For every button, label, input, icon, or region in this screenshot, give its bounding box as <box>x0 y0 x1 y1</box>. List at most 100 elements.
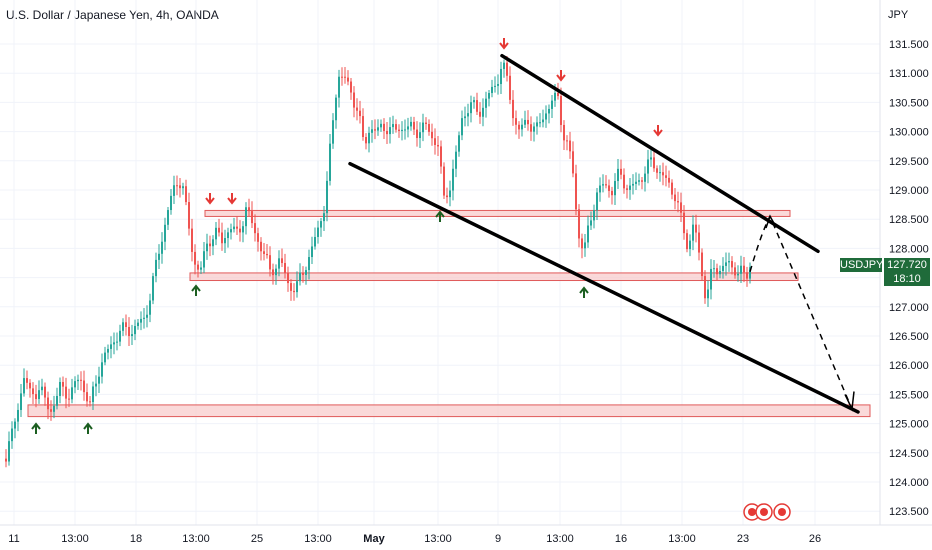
candle-body <box>593 210 595 221</box>
candle-body <box>608 185 610 191</box>
candles <box>5 55 751 468</box>
candle-body <box>389 127 391 135</box>
candle-body <box>368 132 370 144</box>
candle-body <box>683 212 685 234</box>
candle-body <box>725 262 727 266</box>
candle-body <box>518 124 520 130</box>
candle-body <box>437 144 439 147</box>
candle-body <box>167 210 169 225</box>
candle-body <box>326 180 328 214</box>
candle-body <box>323 213 325 222</box>
price-tick-label: 129.500 <box>889 156 929 168</box>
candle-body <box>89 401 91 403</box>
candle-body <box>473 100 475 103</box>
last-price-box: 127.720 18:10 <box>884 258 930 286</box>
candle-body <box>704 276 706 299</box>
resistance-arrow <box>205 193 215 205</box>
candle-body <box>233 226 235 230</box>
resistance-arrow <box>227 193 237 205</box>
candle-body <box>734 267 736 276</box>
candle-body <box>245 207 247 227</box>
candle-body <box>164 224 166 242</box>
candle-body <box>701 252 703 277</box>
candle-body <box>362 116 364 138</box>
candle-body <box>515 118 517 125</box>
candle-body <box>254 223 256 234</box>
trend-lines <box>348 53 860 414</box>
candle-body <box>719 270 721 275</box>
time-tick-label: 11 <box>8 533 19 545</box>
candle-body <box>209 243 211 247</box>
candle-body <box>671 182 673 195</box>
candle-body <box>569 140 571 152</box>
candle-body <box>605 184 607 186</box>
candle-body <box>485 98 487 108</box>
candle-body <box>299 272 301 282</box>
time-tick-label: 16 <box>615 533 627 545</box>
candle-body <box>296 281 298 293</box>
price-tick-label: 125.500 <box>889 389 929 401</box>
candle-body <box>545 113 547 120</box>
candle-body <box>548 108 550 114</box>
candle-body <box>119 330 121 342</box>
price-tick-label: 129.000 <box>889 185 929 197</box>
candle-body <box>647 159 649 174</box>
candle-body <box>104 352 106 363</box>
support-zones <box>27 209 871 418</box>
candle-body <box>320 221 322 228</box>
candle-body <box>278 258 280 269</box>
candle-body <box>491 86 493 94</box>
candle-body <box>650 157 652 160</box>
candle-body <box>314 236 316 247</box>
time-tick-label: 26 <box>809 533 821 545</box>
candle-body <box>251 211 253 224</box>
candle-body <box>116 341 118 343</box>
candle-body <box>602 184 604 186</box>
candle-body <box>353 92 355 108</box>
candle-body <box>404 129 406 131</box>
candle-body <box>563 124 565 141</box>
candle-body <box>614 181 616 196</box>
candle-body <box>512 99 514 119</box>
candle-body <box>575 173 577 210</box>
projection-path <box>749 214 853 410</box>
candle-body <box>707 289 709 299</box>
resistance-arrow <box>499 38 509 50</box>
candle-body <box>455 151 457 169</box>
candle-body <box>590 220 592 226</box>
candle-body <box>428 124 430 132</box>
candle-body <box>41 386 43 391</box>
candle-body <box>143 317 145 319</box>
candle-body <box>152 276 154 301</box>
candle-body <box>722 265 724 271</box>
candle-body <box>626 188 628 190</box>
candle-body <box>596 192 598 211</box>
channel-lower-line <box>348 161 860 414</box>
resistance-arrow <box>653 125 663 137</box>
candle-body <box>101 362 103 377</box>
grid <box>0 0 880 525</box>
candle-body <box>656 168 658 173</box>
candle-body <box>524 119 526 125</box>
candle-body <box>479 111 481 117</box>
candle-body <box>125 322 127 327</box>
candle-body <box>638 180 640 182</box>
candle-body <box>620 168 622 175</box>
candle-body <box>422 122 424 133</box>
candle-body <box>665 175 667 178</box>
price-tick-label: 125.000 <box>889 419 929 431</box>
candle-body <box>182 186 184 189</box>
candle-body <box>71 387 73 400</box>
candle-body <box>272 269 274 276</box>
currency-label: JPY <box>888 9 909 21</box>
candle-body <box>458 135 460 152</box>
candle-body <box>98 376 100 384</box>
candle-body <box>743 265 745 273</box>
candle-body <box>56 395 58 406</box>
candle-body <box>263 251 265 254</box>
candle-body <box>212 239 214 247</box>
time-tick-label: 13:00 <box>668 533 696 545</box>
candle-body <box>26 378 28 383</box>
candle-body <box>11 428 13 442</box>
